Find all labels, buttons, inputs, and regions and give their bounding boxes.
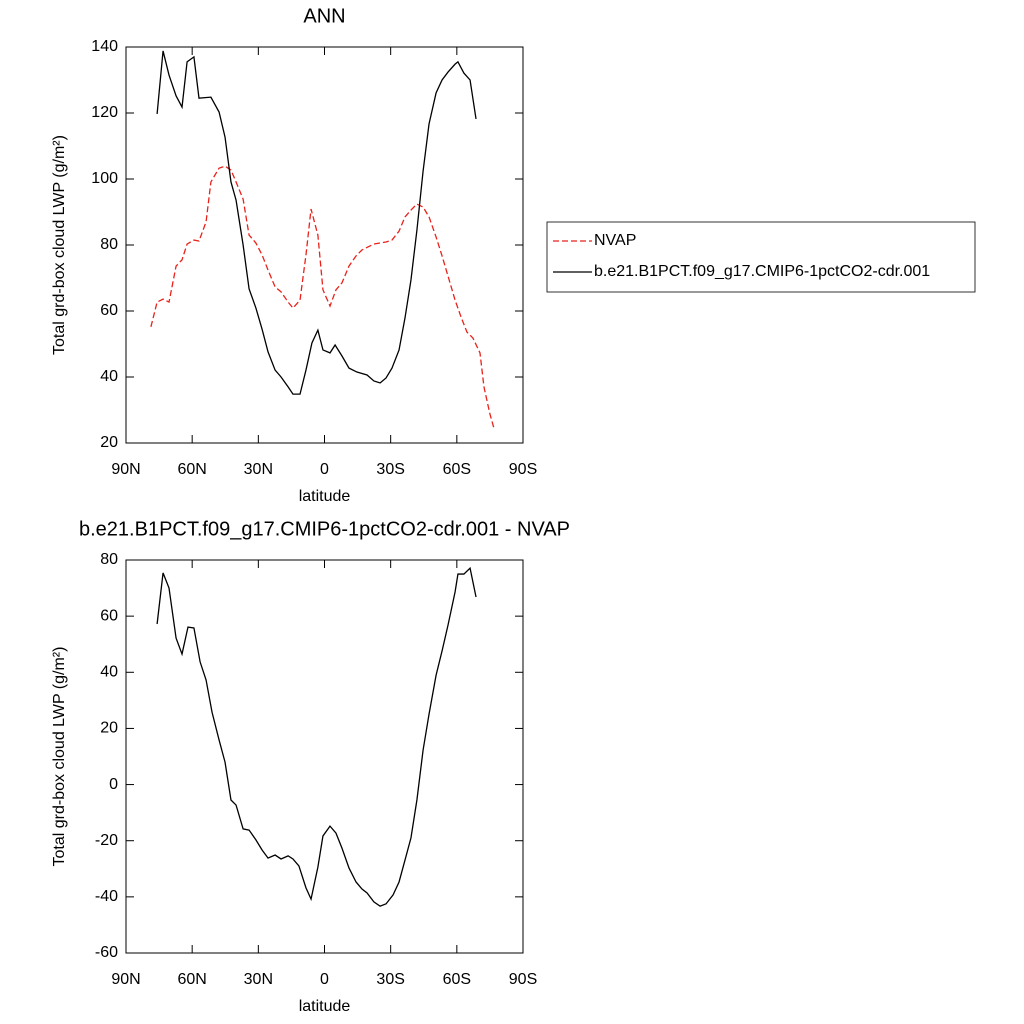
y-tick-label: 40 (100, 664, 118, 681)
data-line (156, 50, 477, 395)
y-tick-label: 100 (91, 170, 118, 187)
x-tick-label: 60S (443, 461, 471, 478)
y-tick-label: 60 (100, 607, 118, 624)
y-tick-label: 120 (91, 104, 118, 121)
x-tick-label: 60S (443, 971, 471, 988)
chart-title: b.e21.B1PCT.f09_g17.CMIP6-1pctCO2-cdr.00… (79, 518, 570, 540)
x-tick-label: 60N (177, 461, 206, 478)
x-tick-label: 0 (320, 461, 329, 478)
chart-title: ANN (303, 5, 345, 27)
x-tick-label: 30S (376, 461, 404, 478)
y-tick-label: 20 (100, 434, 118, 451)
x-axis-label: latitude (299, 998, 351, 1015)
x-tick-label: 30N (244, 461, 273, 478)
y-tick-label: 0 (109, 776, 118, 793)
data-line (150, 165, 495, 429)
x-tick-label: 30N (244, 971, 273, 988)
x-tick-label: 90S (509, 461, 537, 478)
legend-label: NVAP (594, 232, 636, 249)
y-tick-label: 140 (91, 38, 118, 55)
x-tick-label: 90N (111, 461, 140, 478)
y-tick-label: 80 (100, 551, 118, 568)
y-tick-label: -20 (95, 832, 118, 849)
legend-label: b.e21.B1PCT.f09_g17.CMIP6-1pctCO2-cdr.00… (594, 263, 930, 280)
y-axis-label: Total grd-box cloud LWP (g/m²) (51, 647, 68, 867)
y-tick-label: 60 (100, 302, 118, 319)
x-tick-label: 60N (177, 971, 206, 988)
x-tick-label: 0 (320, 971, 329, 988)
x-tick-label: 90N (111, 971, 140, 988)
y-tick-label: 80 (100, 236, 118, 253)
y-axis-label: Total grd-box cloud LWP (g/m²) (51, 135, 68, 355)
plot-frame (125, 46, 524, 444)
plot-frame (125, 559, 524, 954)
y-tick-label: 20 (100, 720, 118, 737)
x-axis-label: latitude (299, 488, 351, 505)
x-tick-label: 90S (509, 971, 537, 988)
y-tick-label: 40 (100, 368, 118, 385)
y-tick-label: -40 (95, 888, 118, 905)
x-tick-label: 30S (376, 971, 404, 988)
y-tick-label: -60 (95, 944, 118, 961)
legend-box (546, 221, 976, 293)
data-line (156, 566, 477, 907)
